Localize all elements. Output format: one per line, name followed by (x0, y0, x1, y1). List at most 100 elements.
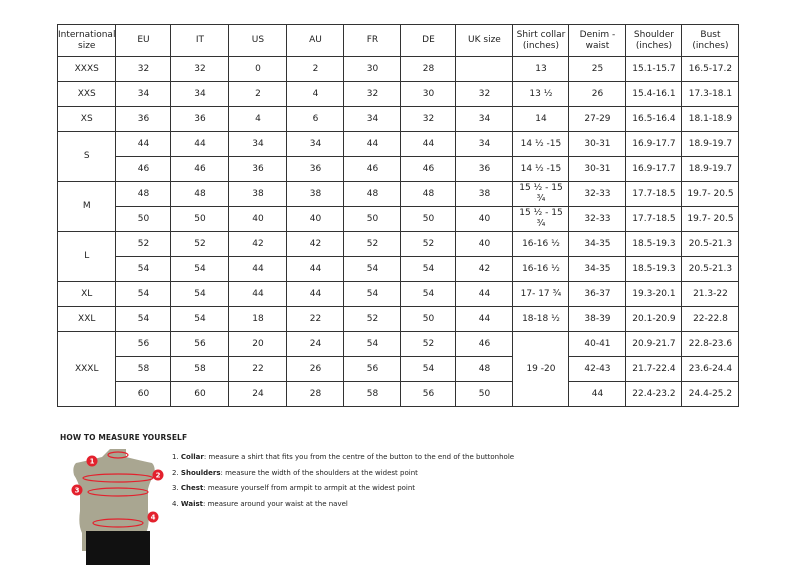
table-row: XXL 54 54 18 22 52 50 44 18-18 ½ 38-39 20.1-20.9 22… (56, 306, 740, 332)
table-cell: 15 ½ - 15 ¾ (512, 206, 570, 232)
table-cell: 15.1-15.7 (625, 56, 683, 82)
table-row: 46 46 36 36 46 46 36 14 ½ -15 30-31 16.9-17.7 18.9… (58, 156, 740, 182)
table-cell: 16-16 ½ (512, 256, 570, 282)
table-cell: 14 ½ -15 (512, 131, 570, 157)
column-header: UK size (455, 24, 514, 57)
marker-3-icon (71, 484, 83, 496)
international-size-cell: S (56, 131, 117, 182)
table-cell: 54 (400, 356, 457, 382)
table-cell: 32 (170, 56, 230, 82)
international-size-cell: XXXL (56, 331, 117, 407)
table-cell: 15 ½ - 15 ¾ (512, 181, 570, 207)
marker-1-icon (86, 455, 98, 467)
table-cell: 46 (170, 156, 230, 182)
table-cell: 46 (115, 156, 172, 182)
table-cell: 38 (455, 181, 514, 207)
column-header: EU (115, 24, 172, 57)
table-cell: 44 (170, 131, 230, 157)
table-cell: 32-33 (568, 206, 627, 232)
table-cell (455, 56, 514, 82)
table-row: M 48 48 38 38 48 48 38 15 ½ - 15 ¾ 32-33 17.7-18.5… (56, 181, 740, 232)
table-cell: 28 (400, 56, 457, 82)
table-cell: 19.7- 20.5 (681, 181, 740, 207)
international-size-cell: XS (56, 106, 117, 132)
table-cell: 48 (400, 181, 457, 207)
table-cell: 27-29 (568, 106, 627, 132)
table-cell: 40 (455, 231, 514, 257)
table-row: 58 58 22 26 56 54 48 42-43 21.7-22.4 23.6-24.4 (58, 356, 740, 382)
table-cell: 34 (343, 106, 402, 132)
table-cell: 18-18 ½ (512, 306, 570, 332)
size-chart-table: International size EU IT US AU FR DE UK size Shi… (56, 24, 740, 407)
table-cell: 40 (286, 206, 345, 232)
svg-text:1: 1 (90, 458, 95, 466)
column-header: Shirt collar (inches) (512, 24, 570, 57)
table-cell: 26 (286, 356, 345, 382)
table-cell: 60 (170, 381, 230, 407)
table-cell: 22.4-23.2 (625, 381, 683, 407)
table-cell: 18 (228, 306, 288, 332)
table-cell: 36 (170, 106, 230, 132)
table-cell: 14 ½ -15 (512, 156, 570, 182)
table-cell: 54 (343, 281, 402, 307)
table-cell: 32-33 (568, 181, 627, 207)
table-cell: 17.7-18.5 (625, 206, 683, 232)
table-cell: 50 (455, 381, 514, 407)
table-row: XL 54 54 44 44 54 54 44 17- 17 ¾ 36-37 19.3-20.1 21… (56, 281, 740, 307)
table-cell: 42-43 (568, 356, 627, 382)
table-cell: 38 (228, 181, 288, 207)
table-cell: 44 (400, 131, 457, 157)
table-cell: 23.6-24.4 (681, 356, 740, 382)
table-cell: 24.4-25.2 (681, 381, 740, 407)
table-cell: 20.9-21.7 (625, 331, 683, 357)
table-cell: 22 (228, 356, 288, 382)
table-cell: 52 (400, 331, 457, 357)
table-cell: 58 (343, 381, 402, 407)
table-cell: 18.5-19.3 (625, 256, 683, 282)
table-cell: 4 (228, 106, 288, 132)
table-cell: 52 (400, 231, 457, 257)
table-cell: 54 (343, 331, 402, 357)
table-cell: 30 (400, 81, 457, 107)
step-item: 2. Shoulders: measure the width of the s… (172, 468, 418, 477)
table-cell: 16.9-17.7 (625, 156, 683, 182)
table-row: 60 60 24 28 58 56 50 44 22.4-23.2 24.4-25.2 (58, 381, 740, 407)
table-cell: 36 (455, 156, 514, 182)
table-cell: 15.4-16.1 (625, 81, 683, 107)
table-cell: 28 (286, 381, 345, 407)
table-cell: 13 ½ (512, 81, 570, 107)
table-cell: 20.5-21.3 (681, 231, 740, 257)
table-cell: 2 (228, 81, 288, 107)
guide-title: HOW TO MEASURE YOURSELF (60, 433, 188, 442)
table-cell: 16.5-16.4 (625, 106, 683, 132)
svg-text:2: 2 (156, 472, 161, 480)
table-cell: 25 (568, 56, 627, 82)
table-cell: 34 (286, 131, 345, 157)
table-cell: 46 (343, 156, 402, 182)
table-cell: 18.9-19.7 (681, 156, 740, 182)
table-cell: 48 (455, 356, 514, 382)
table-cell: 20 (228, 331, 288, 357)
table-cell: 40 (455, 206, 514, 232)
table-cell: 36 (228, 156, 288, 182)
table-cell: 32 (343, 81, 402, 107)
table-cell: 42 (455, 256, 514, 282)
table-cell: 40-41 (568, 331, 627, 357)
table-cell: 36 (115, 106, 172, 132)
header-row: International size EU IT US AU FR DE UK size Shi… (56, 24, 740, 57)
table-cell: 54 (400, 281, 457, 307)
table-cell: 54 (170, 306, 230, 332)
table-row: 50 50 40 40 50 50 40 15 ½ - 15 ¾ 32-33 17.7-18.5 1… (58, 206, 740, 232)
table-cell: 18.5-19.3 (625, 231, 683, 257)
table-cell: 21.3-22 (681, 281, 740, 307)
table-cell: 50 (400, 306, 457, 332)
table-cell: 13 (512, 56, 570, 82)
table-cell: 17.3-18.1 (681, 81, 740, 107)
table-cell: 38 (286, 181, 345, 207)
table-row: XXXL 56 56 20 24 54 52 46 19 -20 40-41 20.9-21.7 22… (56, 331, 740, 407)
table-cell: 54 (343, 256, 402, 282)
table-cell: 34 (455, 106, 514, 132)
table-cell: 50 (343, 206, 402, 232)
table-cell: 58 (170, 356, 230, 382)
table-cell: 32 (115, 56, 172, 82)
